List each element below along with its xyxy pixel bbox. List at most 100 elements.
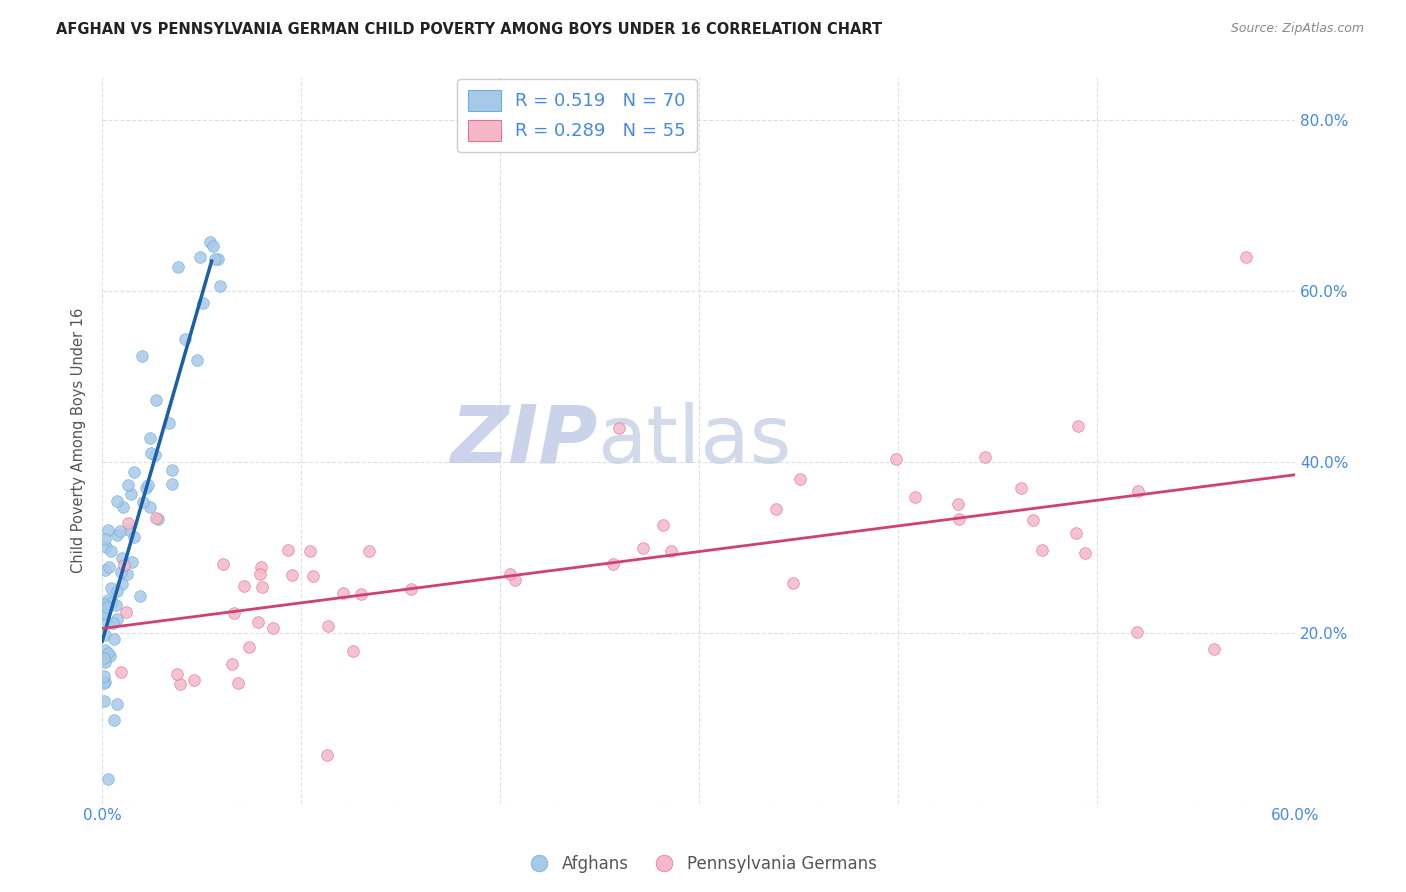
Point (631, 541, 654, 556)
Point (97, 592, 120, 607)
Point (96, 600, 118, 615)
Point (186, 353, 208, 368)
Point (115, 605, 138, 619)
Point (207, 252, 229, 266)
Point (94, 655, 117, 669)
Point (105, 494, 128, 508)
Point (120, 487, 142, 501)
Point (359, 543, 381, 558)
Point (93, 533, 115, 547)
Point (135, 481, 157, 495)
Point (886, 451, 908, 466)
Point (904, 491, 927, 505)
Point (246, 615, 269, 629)
Point (191, 296, 214, 310)
Point (173, 332, 195, 346)
Point (93, 650, 115, 665)
Legend: Afghans, Pennsylvania Germans: Afghans, Pennsylvania Germans (522, 848, 884, 880)
Point (281, 568, 304, 582)
Point (332, 586, 354, 600)
Point (101, 595, 124, 609)
Text: atlas: atlas (598, 401, 792, 480)
Y-axis label: Child Poverty Among Boys Under 16: Child Poverty Among Boys Under 16 (72, 308, 86, 574)
Point (94, 540, 117, 554)
Point (93, 669, 115, 683)
Point (232, 579, 254, 593)
Point (221, 657, 243, 672)
Point (198, 235, 221, 250)
Point (93, 675, 115, 690)
Point (238, 640, 260, 655)
Point (93, 607, 115, 622)
Point (222, 606, 245, 620)
Point (115, 567, 138, 582)
Point (101, 616, 124, 631)
Point (204, 252, 226, 267)
Point (209, 279, 232, 293)
Point (94, 627, 117, 641)
Point (122, 530, 145, 544)
Point (166, 667, 188, 681)
Point (105, 528, 128, 542)
Point (342, 644, 364, 658)
Point (98, 560, 121, 574)
Point (505, 573, 527, 587)
Point (250, 560, 273, 574)
Text: AFGHAN VS PENNSYLVANIA GERMAN CHILD POVERTY AMONG BOYS UNDER 16 CORRELATION CHAR: AFGHAN VS PENNSYLVANIA GERMAN CHILD POVE… (56, 22, 883, 37)
Point (105, 612, 128, 626)
Point (117, 523, 139, 537)
Point (131, 349, 153, 363)
Point (138, 500, 160, 514)
Point (201, 239, 224, 253)
Point (169, 677, 191, 691)
Point (103, 632, 125, 646)
Point (103, 713, 125, 727)
Point (93, 606, 115, 620)
Point (145, 510, 167, 524)
Point (132, 495, 155, 509)
Point (105, 698, 128, 712)
Point (112, 500, 135, 514)
Point (129, 589, 152, 603)
Point (160, 476, 183, 491)
Point (262, 621, 284, 635)
Point (97, 772, 120, 786)
Text: ZIP: ZIP (450, 401, 598, 480)
Point (112, 558, 135, 573)
Point (1022, 513, 1045, 527)
Point (651, 518, 673, 533)
Point (1204, 642, 1226, 657)
Point (139, 431, 162, 445)
Point (145, 393, 167, 408)
Point (1074, 546, 1097, 560)
Point (350, 587, 373, 601)
Point (948, 497, 970, 511)
Point (1010, 481, 1032, 495)
Point (277, 542, 299, 557)
Point (146, 512, 169, 526)
Point (399, 582, 422, 596)
Point (974, 450, 997, 465)
Point (94, 675, 117, 690)
Point (765, 501, 787, 516)
Point (110, 565, 132, 579)
Point (160, 463, 183, 477)
Point (1126, 624, 1149, 639)
Point (659, 544, 682, 558)
Point (1031, 543, 1053, 558)
Point (100, 544, 122, 558)
Point (117, 516, 139, 530)
Point (228, 675, 250, 690)
Point (94, 563, 117, 577)
Point (97, 523, 120, 537)
Point (188, 250, 211, 264)
Point (301, 569, 323, 583)
Point (122, 465, 145, 479)
Point (117, 478, 139, 492)
Point (249, 566, 271, 581)
Point (94, 616, 117, 631)
Point (98, 648, 121, 663)
Point (121, 555, 143, 569)
Point (298, 543, 321, 558)
Point (97, 646, 120, 660)
